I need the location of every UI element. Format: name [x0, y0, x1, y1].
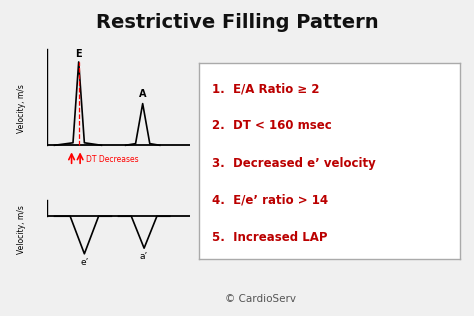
Text: 1.  E/A Ratio ≥ 2: 1. E/A Ratio ≥ 2 [212, 82, 319, 95]
Text: 2.  DT < 160 msec: 2. DT < 160 msec [212, 119, 332, 132]
Text: a’: a’ [140, 252, 148, 261]
Text: Velocity, m/s: Velocity, m/s [18, 205, 26, 254]
Text: A: A [139, 89, 146, 100]
Text: DT Decreases: DT Decreases [86, 155, 138, 164]
Text: Restrictive Filling Pattern: Restrictive Filling Pattern [96, 13, 378, 32]
Text: © CardioServ: © CardioServ [225, 294, 296, 304]
Text: E: E [75, 49, 82, 58]
Text: Velocity, m/s: Velocity, m/s [18, 85, 26, 133]
Text: 3.  Decreased e’ velocity: 3. Decreased e’ velocity [212, 157, 376, 170]
Text: e’: e’ [80, 258, 89, 267]
Text: 5.  Increased LAP: 5. Increased LAP [212, 231, 328, 244]
Text: 4.  E/e’ ratio > 14: 4. E/e’ ratio > 14 [212, 194, 328, 207]
